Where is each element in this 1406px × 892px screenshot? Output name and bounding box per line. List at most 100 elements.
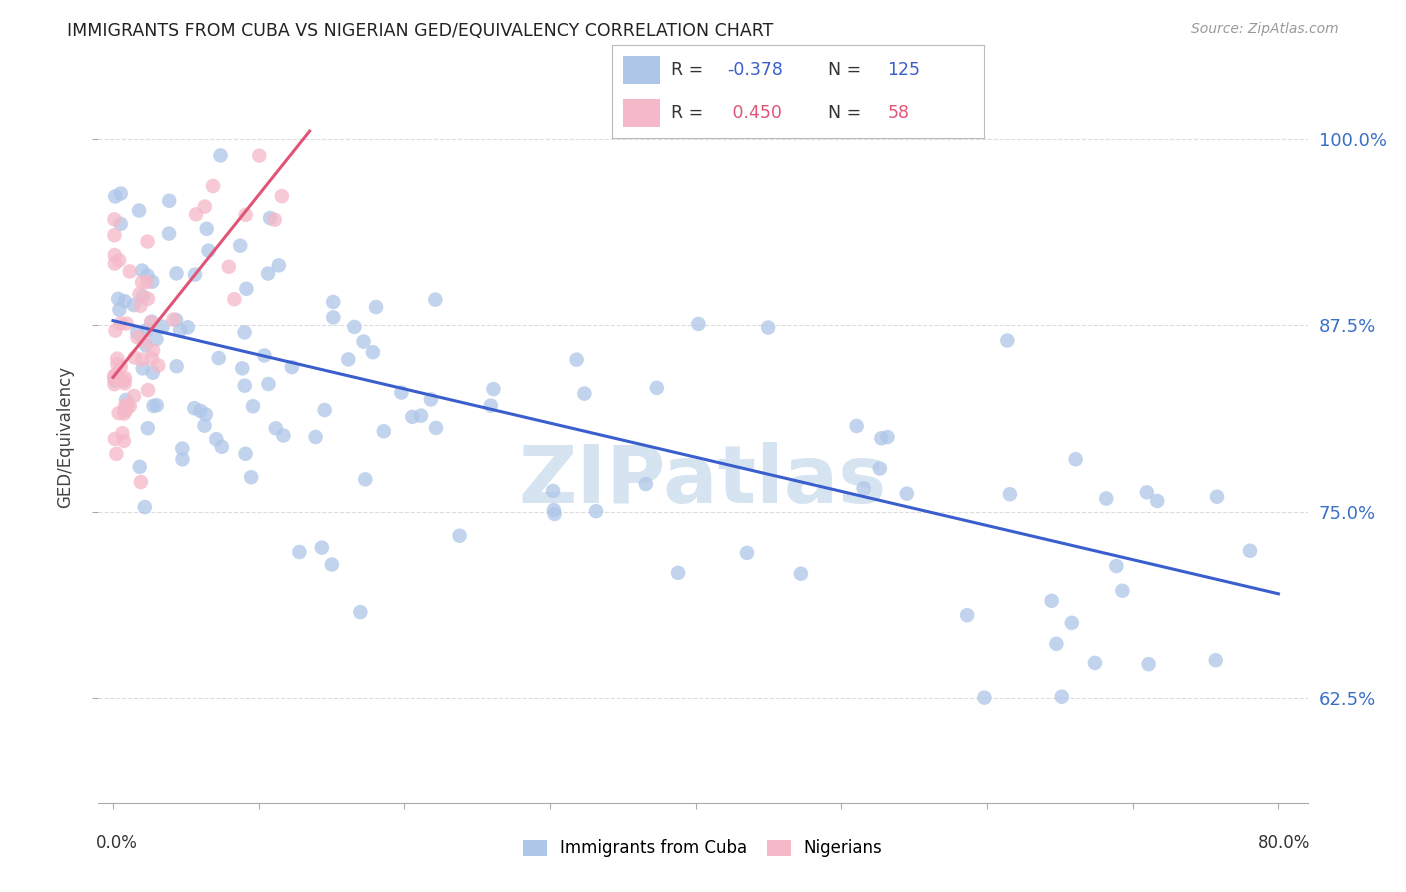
Point <box>114 399 136 413</box>
Point <box>157 227 180 241</box>
Text: 0.450: 0.450 <box>727 104 782 122</box>
Text: ZIPatlas: ZIPatlas <box>519 442 887 520</box>
Point <box>1111 583 1133 598</box>
Point <box>541 483 564 498</box>
Point <box>235 208 257 222</box>
Point <box>270 189 292 203</box>
Point <box>790 566 813 581</box>
Point <box>136 235 159 249</box>
Point <box>304 430 326 444</box>
Point <box>1060 615 1083 630</box>
Point <box>281 360 304 375</box>
Point <box>409 409 432 423</box>
Point <box>184 268 207 282</box>
Point <box>193 418 215 433</box>
Point <box>110 217 132 231</box>
Point <box>165 313 187 327</box>
Point <box>235 282 257 296</box>
Point <box>166 266 188 280</box>
Bar <box>623 56 659 84</box>
Point <box>152 319 174 334</box>
Point <box>1137 657 1160 672</box>
Point <box>233 326 256 340</box>
Point <box>337 352 360 367</box>
Point <box>235 447 257 461</box>
Point <box>373 424 395 438</box>
Point <box>131 275 153 289</box>
Point <box>1084 656 1107 670</box>
Point <box>645 381 668 395</box>
Text: R =: R = <box>671 61 709 78</box>
Point <box>104 189 127 203</box>
Point <box>142 399 165 413</box>
Point <box>103 371 125 385</box>
Point <box>543 507 565 521</box>
Point <box>190 404 212 418</box>
Point <box>128 203 150 218</box>
Point <box>127 326 149 340</box>
Point <box>666 566 689 580</box>
Point <box>183 401 205 416</box>
Point <box>1205 653 1227 667</box>
Point <box>1095 491 1118 506</box>
Point <box>145 332 167 346</box>
Point <box>322 295 344 310</box>
Point <box>218 260 240 274</box>
Point <box>242 399 264 413</box>
Point <box>1050 690 1073 704</box>
Point <box>425 293 447 307</box>
Point <box>231 361 253 376</box>
Point <box>132 334 155 348</box>
Point <box>1239 543 1261 558</box>
Point <box>1206 490 1229 504</box>
Point <box>112 434 135 448</box>
Point <box>585 504 607 518</box>
Point <box>419 392 441 407</box>
Point <box>142 366 165 380</box>
Point <box>114 404 136 418</box>
Point <box>105 358 128 372</box>
Point <box>118 399 141 413</box>
Point <box>995 334 1018 348</box>
Point <box>735 546 758 560</box>
Text: 125: 125 <box>887 61 921 78</box>
Point <box>172 452 194 467</box>
Point <box>1040 594 1063 608</box>
Text: -0.378: -0.378 <box>727 61 783 78</box>
Point <box>134 500 156 514</box>
Point <box>136 275 159 289</box>
Point <box>104 324 127 338</box>
Point <box>115 392 138 407</box>
Point <box>1064 452 1087 467</box>
Point <box>103 212 125 227</box>
Text: 80.0%: 80.0% <box>1258 834 1310 852</box>
Point <box>166 359 188 374</box>
Point <box>896 486 918 500</box>
Point <box>574 386 596 401</box>
Point <box>425 421 447 435</box>
Point <box>482 382 505 396</box>
Point <box>118 264 141 278</box>
Point <box>354 472 377 486</box>
Point <box>111 426 134 441</box>
Point <box>845 419 868 434</box>
Point <box>314 403 336 417</box>
Point <box>1146 494 1168 508</box>
Text: 0.0%: 0.0% <box>96 834 138 852</box>
Point <box>194 200 217 214</box>
Point <box>263 212 285 227</box>
Point <box>148 359 170 373</box>
Point <box>114 294 136 309</box>
Point <box>114 401 136 416</box>
Point <box>273 428 295 442</box>
Point <box>132 361 155 376</box>
Point <box>105 351 128 366</box>
Text: N =: N = <box>828 61 866 78</box>
Point <box>634 477 657 491</box>
Point <box>142 343 165 358</box>
Point <box>240 470 263 484</box>
Point <box>229 238 252 252</box>
Point <box>876 430 898 444</box>
Point <box>114 371 136 385</box>
Point <box>108 302 131 317</box>
